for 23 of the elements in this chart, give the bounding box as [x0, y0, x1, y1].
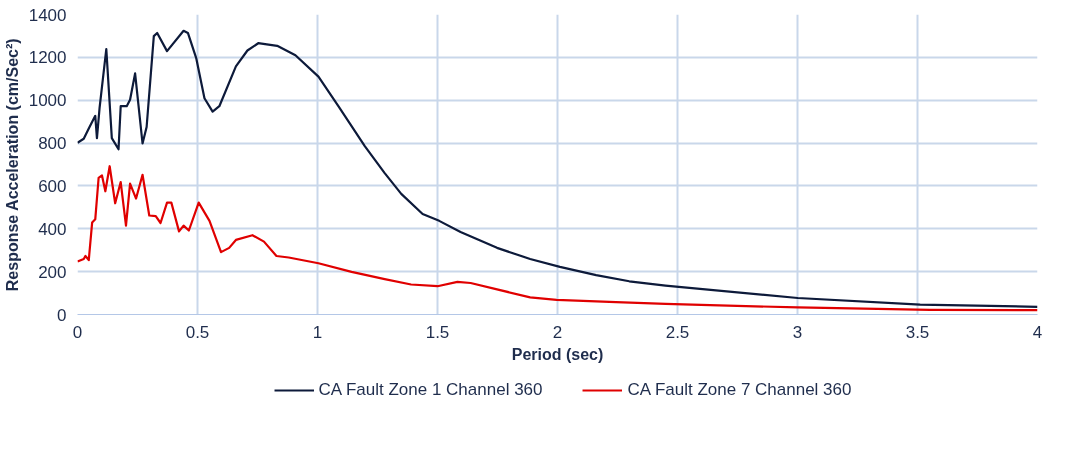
- x-tick-label: 3.5: [905, 322, 930, 342]
- x-tick-label: 2: [552, 322, 563, 342]
- x-tick-label: 4: [1032, 322, 1043, 342]
- y-tick-label: 600: [38, 176, 67, 196]
- line-series: [77, 165, 1038, 312]
- y-tick-label: 200: [38, 262, 67, 282]
- x-tick-label: 3: [792, 322, 803, 342]
- line-series: [77, 29, 1038, 308]
- legend-label: CA Fault Zone 7 Channel 360: [627, 380, 852, 400]
- y-tick-label: 400: [38, 219, 67, 239]
- legend-label: CA Fault Zone 1 Channel 360: [318, 380, 543, 400]
- y-axis-title: Response Acceleration (cm/Sec²): [3, 38, 21, 292]
- x-tick-label: 1.5: [425, 322, 450, 342]
- y-tick-label: 0: [57, 305, 67, 325]
- x-tick-label: 0.5: [185, 322, 210, 342]
- y-tick-label: 1400: [28, 5, 67, 25]
- x-tick-label: 1: [312, 322, 323, 342]
- x-axis-title: Period (sec): [511, 345, 604, 363]
- x-tick-label: 2.5: [665, 322, 690, 342]
- y-tick-label: 800: [38, 134, 67, 154]
- x-tick-label: 0: [72, 322, 83, 342]
- y-tick-label: 1000: [28, 91, 67, 111]
- y-tick-label: 1200: [28, 48, 67, 68]
